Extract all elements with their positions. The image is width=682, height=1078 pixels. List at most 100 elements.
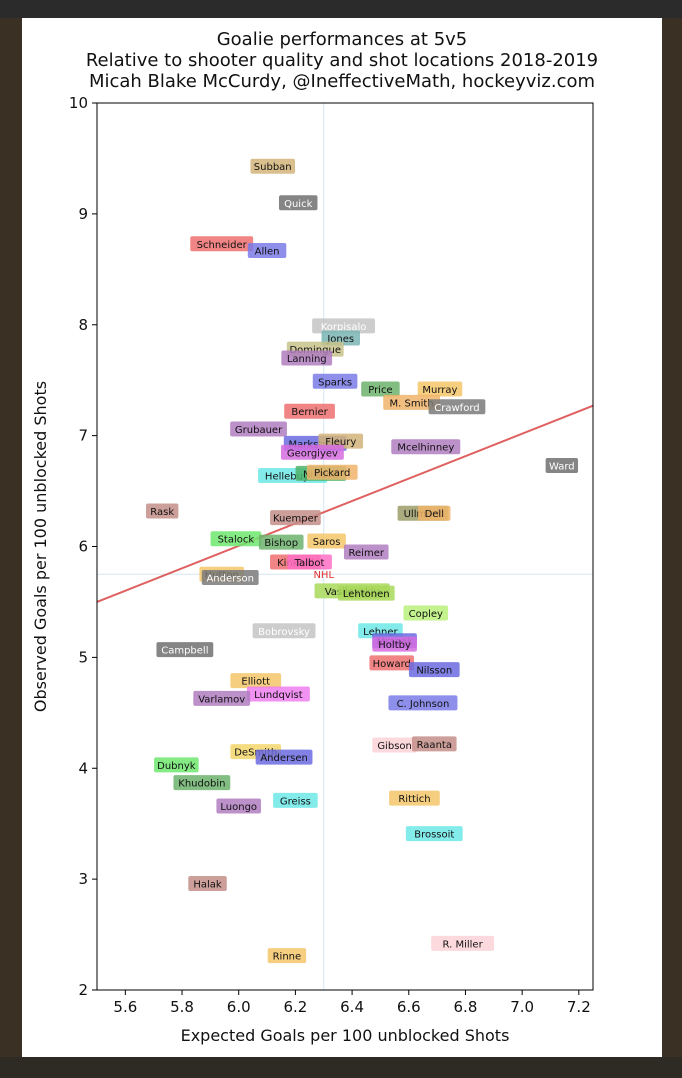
data-point-label: Reimer [349,548,385,559]
data-point: Crawford [428,399,486,415]
data-point-label: Lundqvist [254,690,303,701]
data-point-label: Lehtonen [343,589,390,600]
x-tick-label: 6.2 [283,998,307,1016]
data-point-label: Lehner [363,627,398,638]
data-point: Schneider [190,236,254,252]
data-point-box [281,350,333,366]
data-point: Lundqvist [246,686,310,702]
data-point-label: Saros [313,537,341,548]
data-point-label: Howard [373,659,411,670]
data-point-label: Raanta [417,740,452,751]
y-tick-label: 4 [78,759,88,777]
data-point-box [154,757,199,773]
data-point-label: M. Smith [390,398,434,409]
data-point-label: Talbot [294,558,325,569]
x-tick-label: 6.4 [340,998,364,1016]
data-point: Andersen [255,749,313,765]
x-tick-label: 7.0 [510,998,534,1016]
data-point: Murray [417,381,463,397]
data-point: Grubauer [230,421,287,437]
data-point: Rinne [267,948,307,964]
data-point-label: Hellebuyck [265,472,320,483]
data-point-label: Andersen [260,753,308,764]
data-point-label: Rask [150,507,174,518]
data-point-label: Jones [326,334,354,345]
data-point: Mcelhinney [391,439,461,455]
data-point-box [403,605,449,621]
chart-subtitle: Relative to shooter quality and shot loc… [85,50,599,71]
data-point: Talbot [287,554,332,570]
data-point-label: Murray [422,385,457,396]
data-point-box [391,439,461,455]
data-point: Varlamov [193,690,251,706]
data-point-label: Holtby [378,640,411,651]
data-point-label: Mcelhinney [397,443,454,454]
data-point: Price [361,381,400,397]
data-point-box [273,792,318,808]
data-point: Bobrovsky [252,623,316,639]
x-tick-label: 6.8 [454,998,478,1016]
data-point: Subban [250,158,296,174]
data-point-box [405,826,463,842]
data-point-label: Lanning [287,354,327,365]
data-point: Elliott [230,673,282,689]
data-point: Gibson [372,737,417,753]
data-point-label: Dell [425,509,444,520]
data-point-box [252,623,316,639]
data-point-label: Luongo [220,802,257,813]
data-point: Saros [307,533,346,549]
data-point-box [372,737,417,753]
data-point: Korpisalo [312,318,376,334]
y-tick-label: 2 [78,981,88,999]
data-point-box [193,690,251,706]
data-point-label: Gibson [377,741,412,752]
data-point: R. Miller [431,935,495,951]
y-tick-label: 10 [69,94,88,112]
data-point: C. Johnson [388,695,458,711]
window-bottom-bar [0,1057,682,1078]
data-point-box [343,544,389,560]
y-tick-label: 3 [78,870,88,888]
data-point-label: R. Miller [443,939,484,950]
data-point-label: C. Johnson [397,699,450,710]
data-point-box [255,749,313,765]
data-point-label: Price [368,385,392,396]
data-point-label: Bishop [264,538,298,549]
data-point-box [337,585,395,601]
data-point-box [287,554,332,570]
data-point: Holtby [372,636,417,652]
y-tick-label: 5 [78,648,88,666]
x-tick-label: 5.8 [170,998,194,1016]
y-tick-label: 8 [78,316,88,334]
data-point-label: Crawford [434,403,479,414]
data-point-box [306,464,358,480]
data-point: Kuemper [270,510,321,526]
data-point: Bishop [258,534,304,550]
data-point-label: Georgiyev [287,448,338,459]
data-point-label: Elliott [241,677,270,688]
data-point: Raanta [411,736,457,752]
y-axis-label: Observed Goals per 100 unblocked Shots [31,381,50,712]
data-point-box [247,242,287,258]
data-point-box [418,505,451,521]
data-point-box [216,798,262,814]
data-point-box [230,673,282,689]
data-point-label: Sparks [318,377,352,388]
data-point-box [258,534,304,550]
data-point-label: Halak [193,880,222,891]
data-point: Halak [188,876,227,892]
data-point-box [270,510,321,526]
data-point: Lehtonen [337,585,395,601]
data-point-box [250,158,296,174]
data-point-box [190,236,254,252]
data-point-label: Schneider [197,240,248,251]
data-point-label: Rittich [398,794,430,805]
data-point: Anderson [201,570,259,586]
data-point-box [431,935,495,951]
chart-figure: Goalie performances at 5v5 Relative to s… [22,18,662,1057]
y-tick-label: 9 [78,205,88,223]
y-axis-ticks: 2 3 4 5 6 7 8 9 10 [69,94,97,999]
data-point: Rask [145,503,179,519]
data-point-box [284,403,335,419]
